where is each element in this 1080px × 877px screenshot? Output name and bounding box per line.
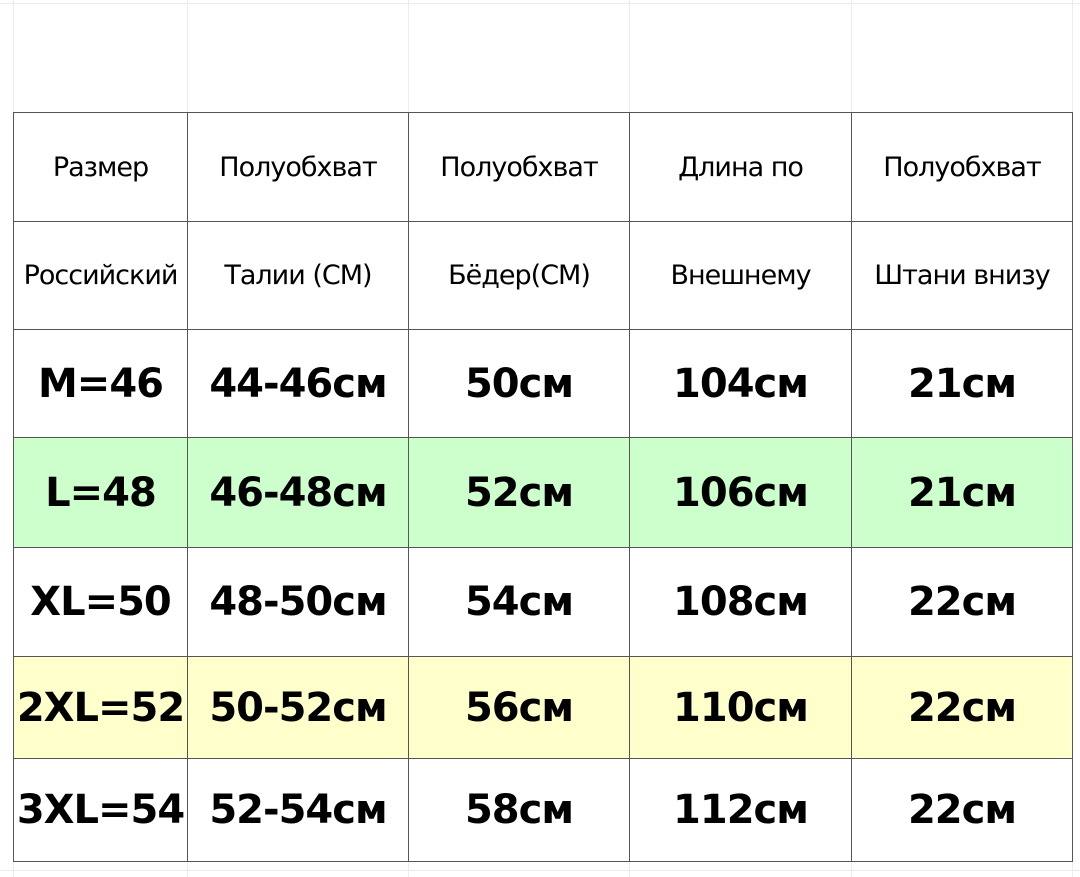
length-cell: 106см: [629, 437, 852, 548]
hip-cell: 56см: [408, 656, 630, 759]
hem-cell: 22см: [851, 656, 1073, 759]
header-row-2: Российский Талии (СМ) Бёдер(СМ) Внешнему…: [13, 221, 1073, 330]
hem-cell: 22см: [851, 758, 1073, 862]
header-cell: Полуобхват: [187, 112, 409, 222]
hip-cell: 58см: [408, 758, 630, 862]
length-cell: 112см: [629, 758, 852, 862]
header-cell: Полуобхват: [408, 112, 630, 222]
size-cell: M=46: [13, 329, 188, 438]
size-cell: 2XL=52: [13, 656, 188, 759]
header-cell: Полуобхват: [851, 112, 1073, 222]
sheet-gridline: [0, 3, 1080, 4]
table-row: M=46 44-46см 50см 104см 21см: [13, 329, 1073, 438]
table-row: 2XL=52 50-52см 56см 110см 22см: [13, 656, 1073, 759]
hip-cell: 50см: [408, 329, 630, 438]
header-cell: Штани внизу: [851, 221, 1073, 330]
size-chart-table: Размер Полуобхват Полуобхват Длина по По…: [13, 112, 1073, 862]
header-cell: Российский: [13, 221, 188, 330]
size-cell: L=48: [13, 437, 188, 548]
sheet-gridline: [0, 870, 1080, 871]
hip-cell: 54см: [408, 547, 630, 657]
waist-cell: 52-54см: [187, 758, 409, 862]
header-cell: Талии (СМ): [187, 221, 409, 330]
header-cell: Внешнему: [629, 221, 852, 330]
length-cell: 108см: [629, 547, 852, 657]
waist-cell: 50-52см: [187, 656, 409, 759]
hem-cell: 22см: [851, 547, 1073, 657]
header-row-1: Размер Полуобхват Полуобхват Длина по По…: [13, 112, 1073, 222]
table-row: L=48 46-48см 52см 106см 21см: [13, 437, 1073, 548]
table-row: 3XL=54 52-54см 58см 112см 22см: [13, 758, 1073, 862]
hem-cell: 21см: [851, 329, 1073, 438]
waist-cell: 46-48см: [187, 437, 409, 548]
header-cell: Размер: [13, 112, 188, 222]
waist-cell: 48-50см: [187, 547, 409, 657]
length-cell: 110см: [629, 656, 852, 759]
sheet-gridline: [1072, 0, 1073, 877]
size-cell: XL=50: [13, 547, 188, 657]
size-cell: 3XL=54: [13, 758, 188, 862]
header-cell: Бёдер(СМ): [408, 221, 630, 330]
waist-cell: 44-46см: [187, 329, 409, 438]
length-cell: 104см: [629, 329, 852, 438]
table-row: XL=50 48-50см 54см 108см 22см: [13, 547, 1073, 657]
hem-cell: 21см: [851, 437, 1073, 548]
hip-cell: 52см: [408, 437, 630, 548]
header-cell: Длина по: [629, 112, 852, 222]
